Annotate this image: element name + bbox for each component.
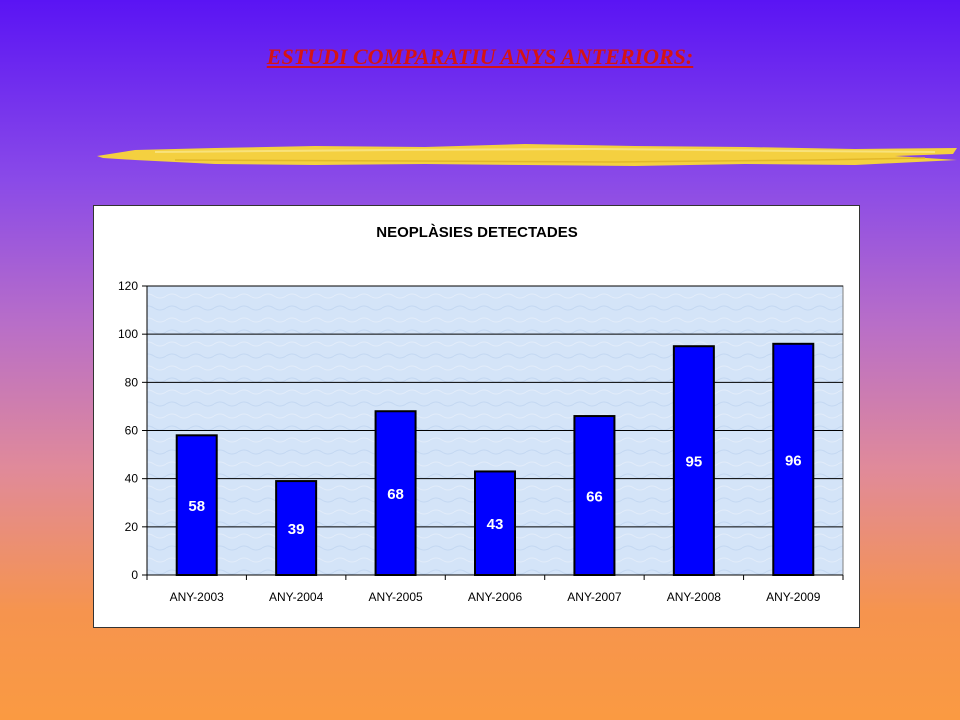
x-tick-label: ANY-2007	[567, 590, 622, 604]
bar-chart: NEOPLÀSIES DETECTADES 58 39 68 43 66 95 96 0 20…	[118, 224, 844, 604]
y-tick-label: 120	[118, 279, 138, 293]
x-tick-label: ANY-2005	[368, 590, 423, 604]
y-axis: 0 20 40 60 80 100 120	[118, 279, 148, 582]
data-labels: 58 39 68 43 66 95 96	[188, 452, 801, 538]
data-label: 43	[487, 516, 504, 533]
chart-container: NEOPLÀSIES DETECTADES 58 39 68 43 66 95 96 0 20…	[93, 205, 860, 628]
y-tick-label: 80	[125, 375, 139, 389]
x-tick-label: ANY-2008	[667, 590, 722, 604]
bars	[175, 342, 815, 577]
y-tick-label: 60	[125, 424, 139, 438]
chart-title: NEOPLÀSIES DETECTADES	[376, 224, 577, 241]
data-label: 95	[686, 454, 703, 471]
data-label: 68	[387, 486, 404, 503]
x-tick-label: ANY-2006	[468, 590, 523, 604]
bar-any-2009	[772, 342, 815, 576]
data-label: 66	[586, 489, 603, 506]
bar-any-2008	[672, 345, 715, 576]
x-tick-label: ANY-2009	[766, 590, 821, 604]
y-tick-label: 20	[125, 520, 139, 534]
bar-any-2006	[474, 470, 516, 577]
data-label: 58	[188, 498, 205, 515]
data-label: 96	[785, 452, 802, 469]
y-tick-label: 40	[125, 472, 139, 486]
x-tick-label: ANY-2004	[269, 590, 324, 604]
bar-any-2003	[175, 434, 218, 576]
y-tick-label: 100	[118, 327, 138, 341]
brush-stroke-decoration	[97, 144, 957, 166]
gridlines	[147, 285, 843, 528]
x-axis: ANY-2003 ANY-2004 ANY-2005 ANY-2006 ANY-2007…	[146, 574, 844, 604]
bar-any-2007	[573, 415, 616, 576]
bar-any-2004	[275, 480, 318, 577]
data-label: 39	[288, 521, 305, 538]
slide-title: ESTUDI COMPARATIU ANYS ANTERIORS:	[266, 44, 694, 69]
y-tick-label: 0	[131, 568, 138, 582]
x-tick-label: ANY-2003	[170, 590, 225, 604]
